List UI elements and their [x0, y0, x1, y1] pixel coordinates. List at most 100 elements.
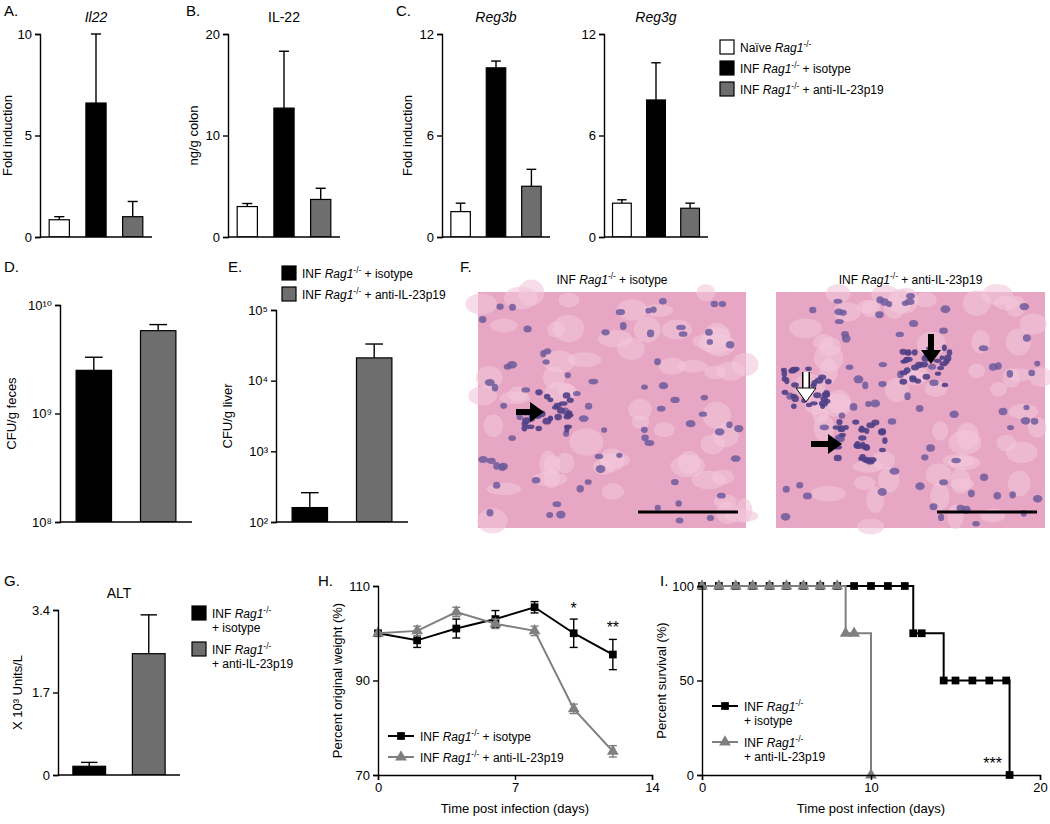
nucleus — [839, 412, 846, 418]
error-bar — [413, 633, 421, 647]
nucleus — [791, 382, 799, 388]
marker — [940, 677, 948, 685]
tissue-texture — [692, 471, 726, 490]
nucleus — [546, 512, 553, 518]
y-axis-title: Percent survival (%) — [654, 622, 669, 738]
y-tick-label: 10 — [18, 27, 32, 42]
y-axis: 01020 — [206, 27, 229, 245]
text-line: INF Rag1-/- — [212, 641, 271, 657]
error-bar — [301, 493, 319, 508]
x-tick: 0 — [699, 775, 706, 795]
y-tick: 10³ — [249, 444, 276, 459]
text-part: -/- — [795, 698, 803, 708]
tissue-texture — [947, 505, 963, 530]
error-cap — [609, 639, 617, 640]
y-axis-line — [35, 35, 41, 238]
text-part: + anti-IL-23p19 — [212, 657, 293, 671]
error-bar — [85, 357, 103, 370]
text-part: Rag1 — [861, 273, 890, 287]
error-bar — [617, 200, 626, 203]
tissue-texture — [570, 428, 604, 456]
nucleus — [486, 509, 493, 516]
text-part: -/- — [890, 271, 898, 281]
x-tick: 0 — [375, 775, 382, 795]
tissue-texture — [547, 322, 565, 338]
nucleus — [659, 298, 667, 304]
nucleus — [929, 380, 938, 386]
legend-swatch — [192, 642, 206, 656]
marker — [985, 677, 993, 685]
y-tick-mark — [437, 34, 442, 35]
nucleus — [565, 410, 572, 417]
y-tick-label: 10⁸ — [32, 515, 52, 530]
nucleus — [812, 380, 818, 386]
scale-bar — [638, 511, 738, 514]
x-tick: 10 — [864, 775, 878, 795]
marks — [76, 325, 176, 522]
y-tick-mark — [53, 610, 58, 611]
nucleus — [790, 367, 798, 373]
chart-title: ALT — [107, 585, 132, 601]
nucleus — [878, 381, 886, 387]
y-tick: 50 — [680, 673, 702, 688]
error-cap — [651, 62, 660, 63]
text-part: INF — [212, 643, 235, 657]
nucleus — [909, 320, 918, 327]
nucleus — [1023, 405, 1029, 410]
y-axis: 7090110 — [349, 579, 378, 783]
nucleus — [899, 379, 907, 385]
y-tick-mark — [697, 680, 702, 681]
marker — [850, 582, 858, 590]
nucleus — [686, 420, 696, 427]
tissue-texture — [930, 483, 949, 511]
y-tick-label: 5 — [25, 128, 32, 143]
tissue-texture — [677, 360, 708, 372]
error-cap — [452, 616, 460, 617]
text-part: Il22 — [85, 9, 108, 25]
legend-entry: INF Rag1-/- + isotype — [720, 60, 851, 76]
nucleus — [926, 444, 935, 451]
nucleus — [676, 517, 684, 523]
marker — [798, 579, 810, 589]
tissue-texture — [654, 422, 675, 437]
legend-entry: INF Rag1-/-+ anti-IL-23p19 — [192, 641, 293, 671]
legend-entry: INF Rag1-/- + anti-IL-23p19 — [720, 81, 884, 97]
plot: 70901100714***Percent original weight (%… — [330, 579, 660, 816]
nucleus — [820, 424, 829, 430]
legend-entry: INF Rag1-/-+ isotype — [192, 605, 271, 635]
plot: 10⁸10⁹10¹⁰CFU/g feces — [4, 298, 192, 530]
nucleus — [500, 403, 507, 409]
legend-label: INF Rag1-/-+ isotype — [212, 605, 271, 635]
nucleus — [1021, 417, 1031, 425]
nucleus — [879, 362, 887, 367]
marker — [531, 603, 539, 611]
bar — [451, 212, 470, 237]
nucleus — [479, 316, 487, 323]
y-tick-mark — [271, 522, 276, 523]
legend-label: INF Rag1-/- + anti-IL-23p19 — [302, 286, 446, 302]
nucleus — [781, 513, 791, 521]
error-cap — [128, 201, 138, 202]
figure: 0510Il22Fold inductionA.01020IL-22ng/g c… — [0, 0, 1050, 824]
nucleus — [556, 511, 565, 519]
nucleus — [521, 387, 530, 392]
tissue-texture — [643, 304, 673, 317]
nucleus — [573, 391, 581, 396]
y-tick-mark — [223, 237, 228, 238]
tissue-texture — [884, 295, 906, 319]
marks — [73, 615, 165, 775]
y-tick: 100 — [672, 579, 702, 594]
marker — [884, 582, 892, 590]
nucleus — [942, 383, 948, 387]
nucleus — [782, 370, 788, 377]
nucleus — [650, 306, 657, 312]
nucleus — [912, 349, 918, 355]
tissue-texture — [544, 455, 561, 477]
error-cap — [685, 202, 694, 203]
legend-entry: INF Rag1-/- + isotype — [388, 728, 531, 744]
tissue-texture — [950, 478, 974, 490]
y-tick-label: 10⁵ — [248, 303, 268, 318]
x-axis-line — [228, 236, 340, 237]
legend-label: INF Rag1-/-+ anti-IL-23p19 — [744, 734, 825, 764]
error-cap — [609, 669, 617, 670]
